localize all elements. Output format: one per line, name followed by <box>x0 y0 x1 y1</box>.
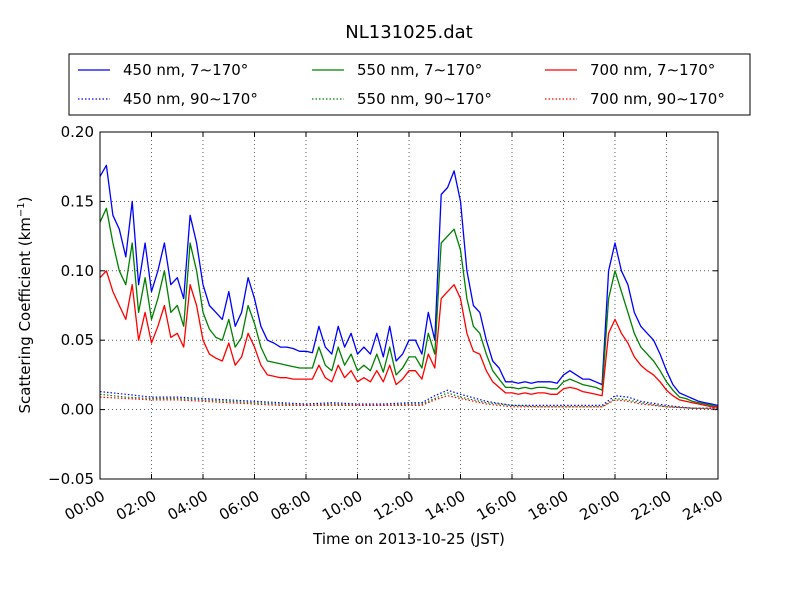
x-tick-label: 02:00 <box>113 487 159 524</box>
y-axis-label-main: Scattering Coefficient (km <box>16 217 34 413</box>
legend-label-3: 450 nm, 90∼170° <box>123 90 258 108</box>
chart-title: NL131025.dat <box>345 22 472 43</box>
x-tick-label: 04:00 <box>165 487 211 524</box>
x-tick-label: 06:00 <box>216 487 262 524</box>
plot-frame <box>99 131 719 480</box>
y-tick-label: 0.05 <box>61 331 94 349</box>
x-tick-label: 16:00 <box>474 487 520 524</box>
y-tick-label: 0.20 <box>61 123 94 141</box>
x-tick-label: 00:00 <box>62 487 108 524</box>
y-axis-label-close: ) <box>16 196 34 202</box>
x-tick-label: 14:00 <box>422 487 468 524</box>
series-line-3 <box>100 389 718 409</box>
x-tick-label: 18:00 <box>525 487 571 524</box>
x-tick-label: 20:00 <box>577 487 623 524</box>
y-tick-label: −0.05 <box>48 470 94 488</box>
y-tick-label: 0.15 <box>61 192 94 210</box>
y-tick-label: 0.00 <box>61 401 94 419</box>
x-tick-label: 24:00 <box>680 487 726 524</box>
legend-label-0: 450 nm, 7∼170° <box>123 61 248 79</box>
x-axis-label: Time on 2013-10-25 (JST) <box>312 530 505 548</box>
y-axis-label-exponent: −1 <box>16 202 27 217</box>
x-tick-label: 10:00 <box>319 487 365 524</box>
y-tick-label: 0.10 <box>61 262 94 280</box>
legend: 450 nm, 7∼170° 550 nm, 7∼170° 700 nm, 7∼17… <box>68 53 751 116</box>
legend-label-2: 700 nm, 7∼170° <box>590 61 715 79</box>
series-line-2 <box>100 270 718 408</box>
x-tick-label: 22:00 <box>628 487 674 524</box>
legend-frame <box>68 53 751 116</box>
x-tick-label: 12:00 <box>371 487 417 524</box>
x-tick-label: 08:00 <box>268 487 314 524</box>
legend-label-1: 550 nm, 7∼170° <box>357 61 482 79</box>
legend-label-4: 550 nm, 90∼170° <box>357 90 492 108</box>
series-line-0 <box>100 164 718 407</box>
legend-label-5: 700 nm, 90∼170° <box>590 90 725 108</box>
plot-area <box>99 131 719 480</box>
series-line-5 <box>100 395 718 411</box>
series-line-4 <box>100 392 718 409</box>
series-line-1 <box>100 207 718 408</box>
y-axis-label: Scattering Coefficient (km−1) <box>16 196 34 413</box>
